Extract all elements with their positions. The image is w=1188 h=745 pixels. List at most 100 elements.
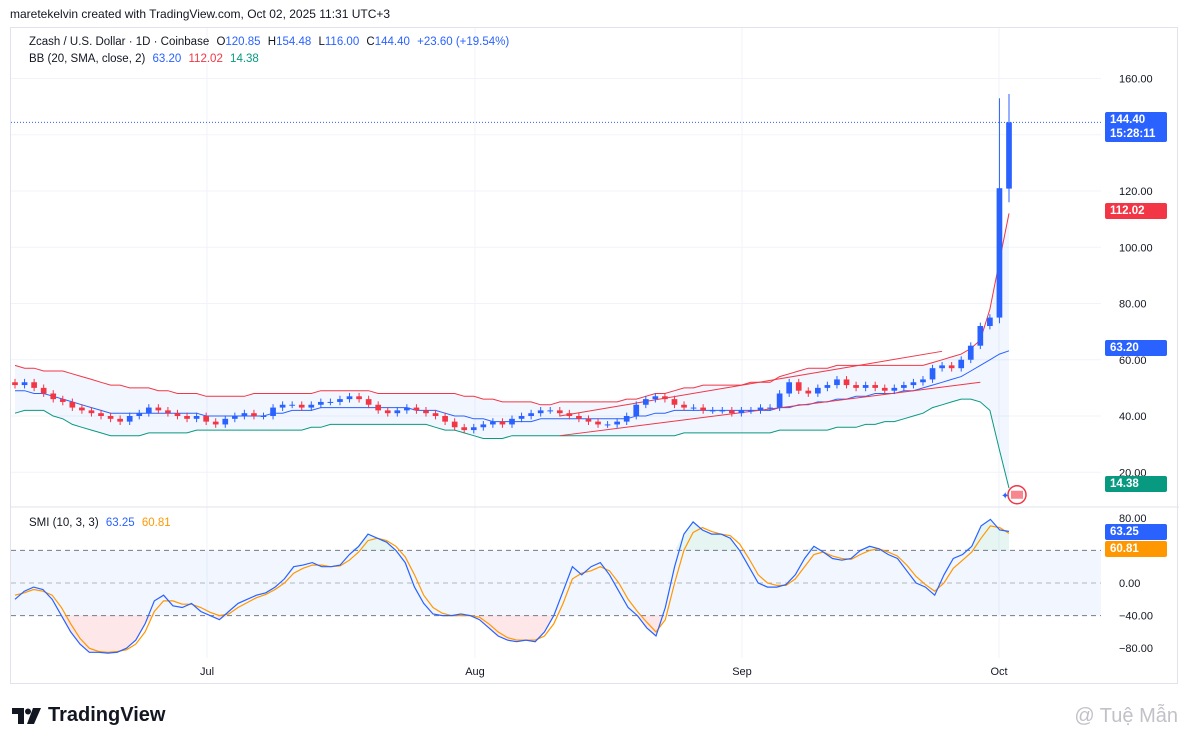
chart-frame[interactable]: 20.0040.0060.0080.00100.00120.00140.0016…	[10, 27, 1179, 685]
open-label: O	[216, 36, 226, 48]
bb-legend: BB (20, SMA, close, 2) 63.20 112.02 14.3…	[29, 53, 263, 65]
candle-body	[786, 382, 793, 394]
candle-body	[948, 365, 955, 369]
candle-body	[490, 421, 496, 425]
candle-body	[738, 410, 745, 414]
bb-fill	[15, 213, 1009, 489]
candle-body	[547, 410, 554, 412]
candle-body	[308, 404, 315, 408]
candle-body	[404, 407, 410, 411]
bb-upper-value: 112.02	[188, 53, 223, 65]
tradingview-logo-icon	[12, 707, 41, 724]
smi-oversold-fill	[15, 615, 1009, 654]
signal-badge: 60.81	[1105, 541, 1167, 557]
candle-body	[920, 379, 926, 383]
candle-body	[117, 418, 123, 422]
candle-body	[384, 410, 391, 414]
candle-body	[289, 404, 296, 406]
candle-body	[136, 413, 143, 416]
candle-body	[815, 387, 821, 394]
candle-body	[700, 407, 706, 411]
smi-signal-value: 60.81	[141, 517, 171, 529]
y-tick-label: 80.00	[1119, 299, 1147, 311]
tradingview-logo[interactable]: TradingView	[12, 704, 165, 727]
candle-body	[165, 410, 171, 414]
candle-body	[939, 365, 945, 369]
candle-body	[681, 404, 687, 408]
smi-y-tick-label: −40.00	[1119, 611, 1153, 623]
candle-body	[604, 424, 611, 426]
smi-y-tick-label: 0.00	[1119, 578, 1140, 590]
candle-body	[987, 317, 993, 326]
candle-body	[891, 387, 898, 391]
low-value: 116.00	[324, 36, 360, 48]
candle-body	[853, 385, 859, 388]
candle-body	[901, 385, 907, 388]
candle-body	[537, 410, 544, 414]
candle-body	[805, 390, 812, 394]
close-value: 144.40	[374, 36, 410, 48]
candle-body	[795, 382, 802, 391]
high-label: H	[267, 36, 277, 48]
candle-body	[881, 387, 888, 391]
y-tick-label: 120.00	[1119, 186, 1153, 198]
candle-body	[222, 418, 229, 425]
candle-body	[690, 407, 697, 409]
candle-body	[50, 393, 57, 400]
candle-body	[967, 345, 974, 360]
candle-body	[126, 416, 133, 422]
candle-body	[40, 387, 47, 394]
candle-body	[279, 404, 286, 408]
bb-lower-badge: 14.38	[1105, 476, 1167, 492]
smi-legend: SMI (10, 3, 3) 63.25 60.81	[29, 517, 175, 529]
candle-body	[862, 385, 869, 388]
bb-lower-line	[14, 398, 1010, 489]
candle-body	[21, 382, 28, 386]
candle-body	[174, 413, 181, 416]
high-value: 154.48	[276, 36, 312, 48]
countdown-text: 15:28:11	[1110, 128, 1156, 140]
chart-svg[interactable]: 20.0040.0060.0080.00100.00120.00140.0016…	[11, 28, 1179, 685]
candle-body	[241, 413, 248, 416]
candle-body	[318, 401, 324, 405]
x-tick-label: Aug	[465, 666, 485, 678]
candle-body	[652, 396, 659, 400]
y-tick-label: 160.00	[1119, 74, 1153, 86]
candle-body	[260, 416, 267, 417]
low-label: L	[318, 36, 325, 48]
candle-body	[346, 396, 353, 400]
candle-body	[576, 416, 582, 419]
candle-body	[1006, 122, 1012, 189]
smi-value: 63.25	[105, 517, 135, 529]
candle-body	[12, 382, 18, 386]
candle-body	[719, 410, 726, 412]
candle-body	[910, 382, 917, 386]
candle-body	[337, 399, 343, 402]
candle-body	[413, 407, 420, 411]
candle-body	[193, 416, 200, 419]
close-label: C	[366, 36, 375, 48]
candle-body	[155, 407, 162, 411]
change-value: +23.60 (+19.54%)	[417, 36, 510, 48]
candle-body	[709, 410, 716, 412]
candle-body	[977, 326, 984, 346]
watermark: @ Tuệ Mẫn	[1074, 705, 1178, 727]
candle-body	[298, 404, 305, 408]
candle-body	[767, 407, 773, 409]
bb-legend-name: BB (20, SMA, close, 2)	[29, 53, 146, 65]
candle-body	[556, 410, 563, 414]
candle-body	[394, 410, 401, 414]
candle-body	[748, 410, 754, 412]
candle-body	[432, 413, 439, 416]
last-price-badge: 144.40 15:28:11	[1105, 112, 1167, 142]
candle-body	[79, 407, 85, 411]
candle-body	[728, 410, 735, 414]
candle-body	[528, 413, 534, 416]
x-tick-label: Jul	[200, 666, 214, 678]
candle-body	[996, 188, 1003, 318]
y-tick-label: 40.00	[1119, 411, 1147, 423]
candle-body	[757, 407, 764, 411]
smi-signal-line	[14, 525, 1010, 653]
candle-body	[872, 385, 879, 388]
us-flag-marker-fill	[1011, 490, 1023, 499]
